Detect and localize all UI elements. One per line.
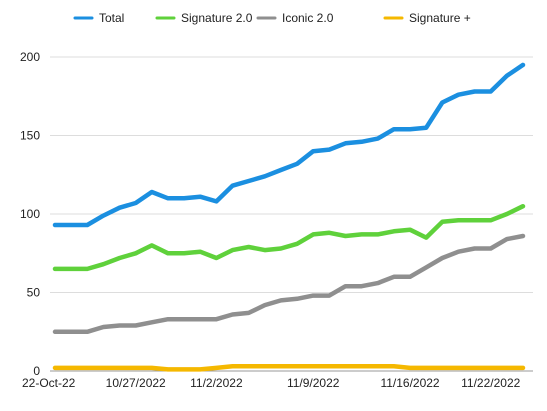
y-tick-label: 0: [33, 364, 40, 378]
chart-grid: [50, 56, 533, 372]
x-axis: 22-Oct-22 10/27/2022 11/2/2022 11/9/2022 11/…: [22, 376, 521, 390]
x-tick-label: 10/27/2022: [106, 376, 166, 390]
y-tick-label: 100: [20, 207, 40, 221]
chart-legend: Total Signature 2.0 Iconic 2.0 Signature +: [73, 11, 471, 25]
x-tick-label: 11/2/2022: [190, 376, 243, 390]
legend-label: Signature +: [409, 11, 471, 25]
x-tick-label: 11/9/2022: [287, 376, 340, 390]
legend-item: Signature +: [383, 11, 471, 25]
series-line-signature-2-0: [52, 203, 526, 272]
x-tick-label: 11/16/2022: [380, 376, 439, 390]
x-tick-label: 22-Oct-22: [22, 376, 76, 390]
legend-label: Iconic 2.0: [282, 11, 334, 25]
y-axis: 0 50 100 150 200: [20, 50, 40, 378]
legend-item: Total: [73, 11, 124, 25]
y-tick-label: 150: [20, 129, 40, 143]
legend-label: Total: [99, 11, 124, 25]
x-tick-label: 11/22/2022: [461, 376, 520, 390]
legend-label: Signature 2.0: [181, 11, 253, 25]
legend-item: Signature 2.0: [155, 11, 253, 25]
series-line-iconic-2-0: [52, 233, 526, 335]
series-line-total: [52, 62, 526, 228]
series-line-signature: [52, 364, 526, 372]
y-tick-label: 50: [27, 286, 41, 300]
chart-series: [52, 62, 526, 372]
legend-item: Iconic 2.0: [256, 11, 334, 25]
y-tick-label: 200: [20, 50, 40, 64]
